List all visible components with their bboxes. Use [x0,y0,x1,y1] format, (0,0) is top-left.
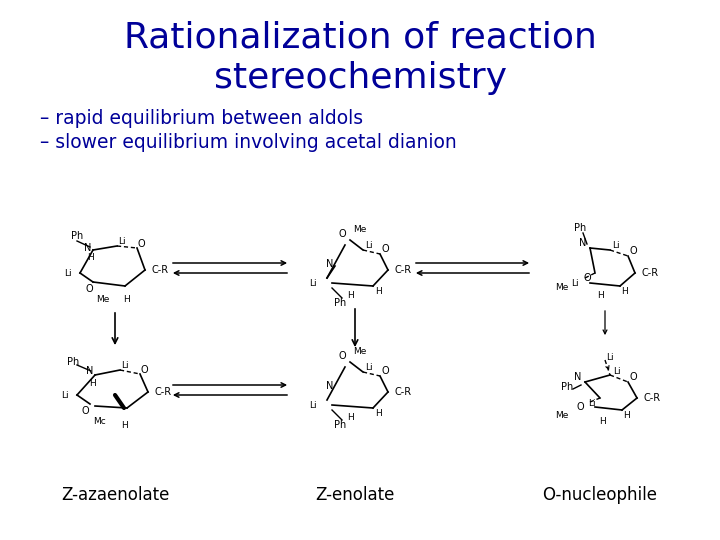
Text: Ph: Ph [71,231,83,241]
Text: H: H [624,410,631,420]
Text: O: O [629,372,636,382]
Text: Li: Li [64,268,72,278]
Text: H: H [374,408,382,417]
Text: Li: Li [588,399,596,408]
Text: N: N [86,366,94,376]
Text: O: O [629,246,636,256]
Text: N: N [326,381,333,391]
Text: Ph: Ph [67,357,79,367]
Text: H: H [374,287,382,295]
Text: H: H [346,414,354,422]
Text: C-R: C-R [642,268,659,278]
Text: H: H [89,379,96,388]
Text: H: H [86,253,94,262]
Text: Mc: Mc [93,417,105,427]
Text: O-nucleophile: O-nucleophile [542,486,657,504]
Text: Li: Li [61,390,69,400]
Text: Li: Li [613,367,621,375]
Text: H: H [621,287,629,295]
Text: H: H [597,292,603,300]
Text: Me: Me [354,226,366,234]
Text: Z-enolate: Z-enolate [315,486,395,504]
Text: O: O [583,273,591,283]
Text: O: O [138,239,145,249]
Text: C-R: C-R [151,265,168,275]
Text: H: H [346,292,354,300]
Text: O: O [338,351,346,361]
Text: Li: Li [118,238,126,246]
Text: O: O [140,365,148,375]
Text: C-R: C-R [154,387,171,397]
Text: N: N [84,243,91,253]
Text: N: N [326,259,333,269]
Text: Rationalization of reaction: Rationalization of reaction [124,21,596,55]
Text: Me: Me [354,348,366,356]
Text: Li: Li [571,279,579,287]
Text: O: O [381,244,389,254]
Text: Me: Me [555,411,569,421]
Text: N: N [575,372,582,382]
Text: H: H [121,421,127,429]
Text: Ph: Ph [561,382,573,392]
Text: O: O [338,229,346,239]
Text: H: H [124,295,130,305]
Text: O: O [81,406,89,416]
Text: Ph: Ph [334,298,346,308]
Text: N: N [580,238,587,248]
Text: C-R: C-R [644,393,660,403]
Text: stereochemistry: stereochemistry [214,61,506,95]
Text: C-R: C-R [395,265,412,275]
Text: Li: Li [365,240,373,249]
Text: – slower equilibrium involving acetal dianion: – slower equilibrium involving acetal di… [40,132,456,152]
Text: Z-azaenolate: Z-azaenolate [60,486,169,504]
Text: Ph: Ph [574,223,586,233]
Text: Me: Me [96,295,109,305]
Text: O: O [576,402,584,412]
Text: Li: Li [606,353,614,361]
Text: Li: Li [365,362,373,372]
Text: – rapid equilibrium between aldols: – rapid equilibrium between aldols [40,109,363,127]
Text: Li: Li [309,279,317,287]
Text: C-R: C-R [395,387,412,397]
Text: O: O [381,366,389,376]
Text: Li: Li [121,361,129,370]
Text: O: O [85,284,93,294]
Text: Me: Me [555,284,569,293]
Text: Li: Li [309,401,317,409]
Text: H: H [598,416,606,426]
Text: Li: Li [612,240,620,249]
Text: Ph: Ph [334,420,346,430]
